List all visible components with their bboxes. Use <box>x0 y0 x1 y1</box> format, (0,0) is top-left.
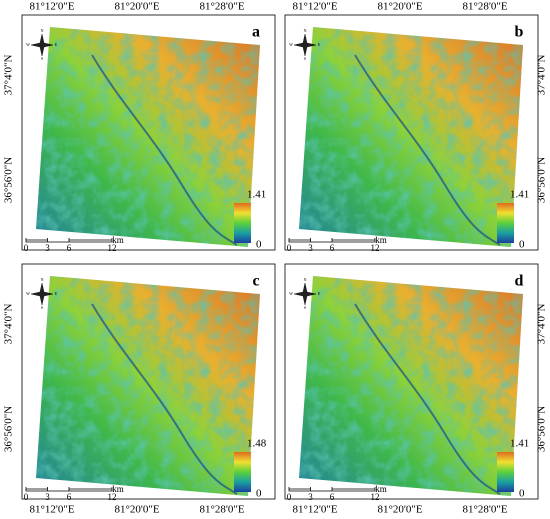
latitude-label: 36°56'0"N <box>3 157 15 203</box>
longitude-label: 81°12'0"E <box>292 1 337 13</box>
scale-bar <box>25 238 113 243</box>
legend-min: 0 <box>519 488 525 500</box>
latitude-label: 36°56'0"N <box>3 406 15 452</box>
latitude-label: 36°56'0"N <box>536 157 548 203</box>
panel-letter: b <box>515 24 524 41</box>
compass-e: E <box>318 42 321 47</box>
scale-label: 3 <box>45 243 50 253</box>
longitude-label: 81°20'0"E <box>114 504 159 516</box>
panel-letter: a <box>252 24 260 41</box>
legend-max: 1.41 <box>510 189 529 201</box>
compass-w: W <box>26 291 30 296</box>
scale-label: 12 <box>371 492 380 502</box>
longitude-label: 81°12'0"E <box>29 1 74 13</box>
map-texture <box>36 276 260 496</box>
longitude-label: 81°12'0"E <box>292 504 337 516</box>
scale-label: 0 <box>287 492 292 502</box>
scale-bar <box>288 238 376 243</box>
legend-bar <box>234 452 251 492</box>
compass-s: S <box>41 56 43 61</box>
scale-label: 12 <box>371 243 380 253</box>
compass-s: S <box>304 305 306 310</box>
longitude-label: 81°28'0"E <box>462 1 507 13</box>
latitude-label: 37°4'0"N <box>536 304 548 345</box>
compass: N S E W <box>26 277 58 310</box>
scale-label: 6 <box>67 492 72 502</box>
latitude-label: 37°4'0"N <box>3 55 15 96</box>
panel-letter: c <box>252 273 259 290</box>
longitude-label: 81°28'0"E <box>199 1 244 13</box>
compass-s: S <box>304 56 306 61</box>
map-texture <box>299 27 523 247</box>
legend-min: 0 <box>256 239 262 251</box>
scale-unit: km <box>112 235 124 245</box>
scale-label: 3 <box>308 492 313 502</box>
map-texture <box>299 276 523 496</box>
scale-label: 3 <box>45 492 50 502</box>
compass: N S E W <box>289 28 321 61</box>
river <box>354 303 501 495</box>
scale-label: 12 <box>108 492 117 502</box>
legend-max: 1.41 <box>510 438 529 450</box>
scale-label: 0 <box>24 492 29 502</box>
scale-label: 3 <box>308 243 313 253</box>
compass: N S E W <box>289 277 321 310</box>
scale-unit: km <box>112 484 124 494</box>
scale-label: 0 <box>24 243 29 253</box>
compass-rose <box>293 33 317 57</box>
latitude-label: 37°4'0"N <box>3 304 15 345</box>
panel-letter: d <box>515 273 524 290</box>
compass-n: N <box>41 277 44 282</box>
compass-rose <box>30 282 54 306</box>
longitude-label: 81°12'0"E <box>29 504 74 516</box>
compass-w: W <box>289 291 293 296</box>
compass-e: E <box>318 291 321 296</box>
longitude-label: 81°20'0"E <box>377 504 422 516</box>
compass-n: N <box>304 28 307 33</box>
compass-n: N <box>41 28 44 33</box>
river <box>91 54 238 246</box>
compass-e: E <box>55 42 58 47</box>
scale-label: 6 <box>330 492 335 502</box>
scale-unit: km <box>375 484 387 494</box>
legend-min: 0 <box>256 488 262 500</box>
legend-max: 1.48 <box>247 438 267 450</box>
compass-e: E <box>55 291 58 296</box>
latitude-label: 36°56'0"N <box>536 406 548 452</box>
scale-label: 0 <box>287 243 292 253</box>
scale-unit: km <box>375 235 387 245</box>
longitude-label: 81°28'0"E <box>462 504 507 516</box>
longitude-label: 81°28'0"E <box>199 504 244 516</box>
scale-label: 6 <box>330 243 335 253</box>
compass: N S E W <box>26 28 58 61</box>
river <box>354 54 501 246</box>
scale-label: 6 <box>67 243 72 253</box>
legend-bar <box>497 452 514 492</box>
longitude-label: 81°20'0"E <box>377 1 422 13</box>
scale-label: 12 <box>108 243 117 253</box>
scale-bar <box>25 487 113 492</box>
compass-n: N <box>304 277 307 282</box>
compass-s: S <box>41 305 43 310</box>
compass-w: W <box>26 42 30 47</box>
legend-bar <box>497 203 514 243</box>
legend-max: 1.41 <box>247 189 266 201</box>
compass-rose <box>30 33 54 57</box>
map-texture <box>36 27 260 247</box>
scale-bar <box>288 487 376 492</box>
river <box>91 303 238 495</box>
latitude-label: 37°4'0"N <box>536 55 548 96</box>
legend-bar <box>234 203 251 243</box>
compass-w: W <box>289 42 293 47</box>
legend-min: 0 <box>519 239 525 251</box>
compass-rose <box>293 282 317 306</box>
longitude-label: 81°20'0"E <box>114 1 159 13</box>
